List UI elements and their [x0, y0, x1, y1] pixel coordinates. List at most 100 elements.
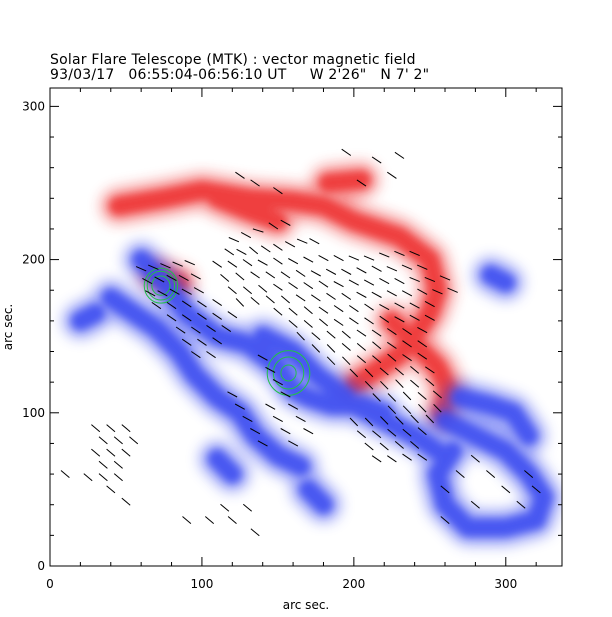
field-vector	[371, 291, 382, 298]
field-vector	[197, 338, 207, 346]
field-vector	[193, 287, 204, 294]
field-vector	[379, 367, 389, 376]
field-vector	[303, 428, 314, 435]
field-vector	[371, 265, 382, 272]
field-vector	[325, 268, 337, 275]
field-vector	[284, 241, 296, 248]
field-vector	[425, 366, 435, 374]
field-vector	[220, 274, 230, 282]
field-vector	[121, 424, 131, 433]
field-vector	[273, 243, 283, 251]
field-vector	[424, 314, 435, 321]
field-vector	[157, 290, 168, 297]
field-vector	[356, 430, 367, 439]
field-vector	[273, 307, 283, 316]
field-vector	[206, 324, 216, 333]
field-vector	[191, 351, 201, 359]
field-vector	[394, 316, 405, 323]
field-vector	[417, 288, 428, 295]
positive-polarity-region-band	[319, 170, 371, 192]
field-vector	[318, 280, 329, 288]
field-vector	[531, 485, 541, 494]
field-vector	[348, 279, 359, 286]
field-vector	[326, 330, 336, 339]
field-vector	[98, 436, 108, 445]
field-vector	[235, 171, 245, 179]
field-vector	[402, 391, 412, 401]
field-vector	[296, 238, 308, 244]
field-vector	[280, 391, 291, 398]
field-vector	[280, 428, 291, 435]
negative-polarity-region-band	[451, 388, 538, 445]
field-vector	[121, 448, 131, 457]
field-vector	[250, 528, 260, 537]
field-vector	[386, 266, 398, 272]
transverse-field-vectors	[60, 148, 541, 537]
positive-polarity-region-band	[208, 189, 287, 231]
field-vector	[169, 288, 180, 295]
field-vector	[387, 455, 397, 463]
field-vector	[394, 302, 405, 309]
field-vector	[121, 497, 131, 506]
field-vector	[166, 314, 177, 322]
field-vector	[387, 428, 397, 437]
field-vector	[212, 298, 222, 307]
field-vector	[379, 315, 390, 323]
field-vector	[364, 368, 374, 378]
field-vector	[440, 485, 450, 494]
field-vector	[394, 250, 405, 257]
field-vector	[288, 307, 298, 316]
field-vector	[227, 311, 238, 319]
field-vector	[516, 500, 526, 509]
field-vector	[364, 317, 374, 325]
field-vector	[106, 485, 116, 494]
field-vector	[142, 277, 153, 285]
field-vector	[341, 268, 352, 275]
x-axis-tick-labels: 0 100 200 300	[46, 577, 517, 591]
field-vector	[250, 271, 260, 279]
field-vector	[250, 428, 261, 435]
field-vector	[303, 306, 313, 315]
field-vector	[272, 379, 283, 386]
field-vector	[326, 344, 336, 353]
field-vector	[212, 312, 222, 320]
field-vector	[387, 341, 397, 349]
field-vector	[228, 237, 240, 243]
field-vector	[417, 340, 428, 348]
field-vector	[98, 473, 108, 482]
field-vector	[129, 436, 139, 445]
field-vector	[224, 248, 235, 256]
field-vector	[91, 424, 101, 433]
x-tick-label: 300	[494, 577, 517, 591]
field-vector	[409, 276, 420, 283]
field-vector	[387, 393, 397, 402]
x-axis-label: arc sec.	[283, 598, 329, 612]
axis-ticks	[49, 88, 562, 567]
field-vector	[249, 246, 259, 255]
field-vector	[212, 337, 222, 345]
field-vector	[387, 171, 397, 179]
field-vector	[172, 261, 183, 267]
field-vector	[333, 254, 344, 262]
field-vector	[295, 269, 306, 277]
field-vector	[288, 440, 299, 447]
field-vector	[455, 470, 465, 478]
field-vector	[288, 320, 298, 328]
sunspot-contour-ring	[280, 364, 297, 382]
field-vector	[410, 414, 419, 424]
field-vector	[417, 352, 428, 360]
field-vector	[113, 436, 123, 445]
field-vector	[387, 353, 397, 362]
field-vector	[394, 151, 405, 159]
field-vector	[113, 460, 123, 469]
field-vector	[260, 245, 271, 253]
field-vector	[234, 403, 245, 410]
field-vector	[273, 257, 283, 265]
field-vector	[372, 393, 381, 402]
field-vector	[227, 286, 237, 295]
field-vector	[372, 430, 382, 439]
field-vector	[178, 274, 189, 282]
field-vector	[280, 295, 291, 304]
field-vector	[333, 318, 344, 326]
field-vector	[257, 354, 268, 361]
